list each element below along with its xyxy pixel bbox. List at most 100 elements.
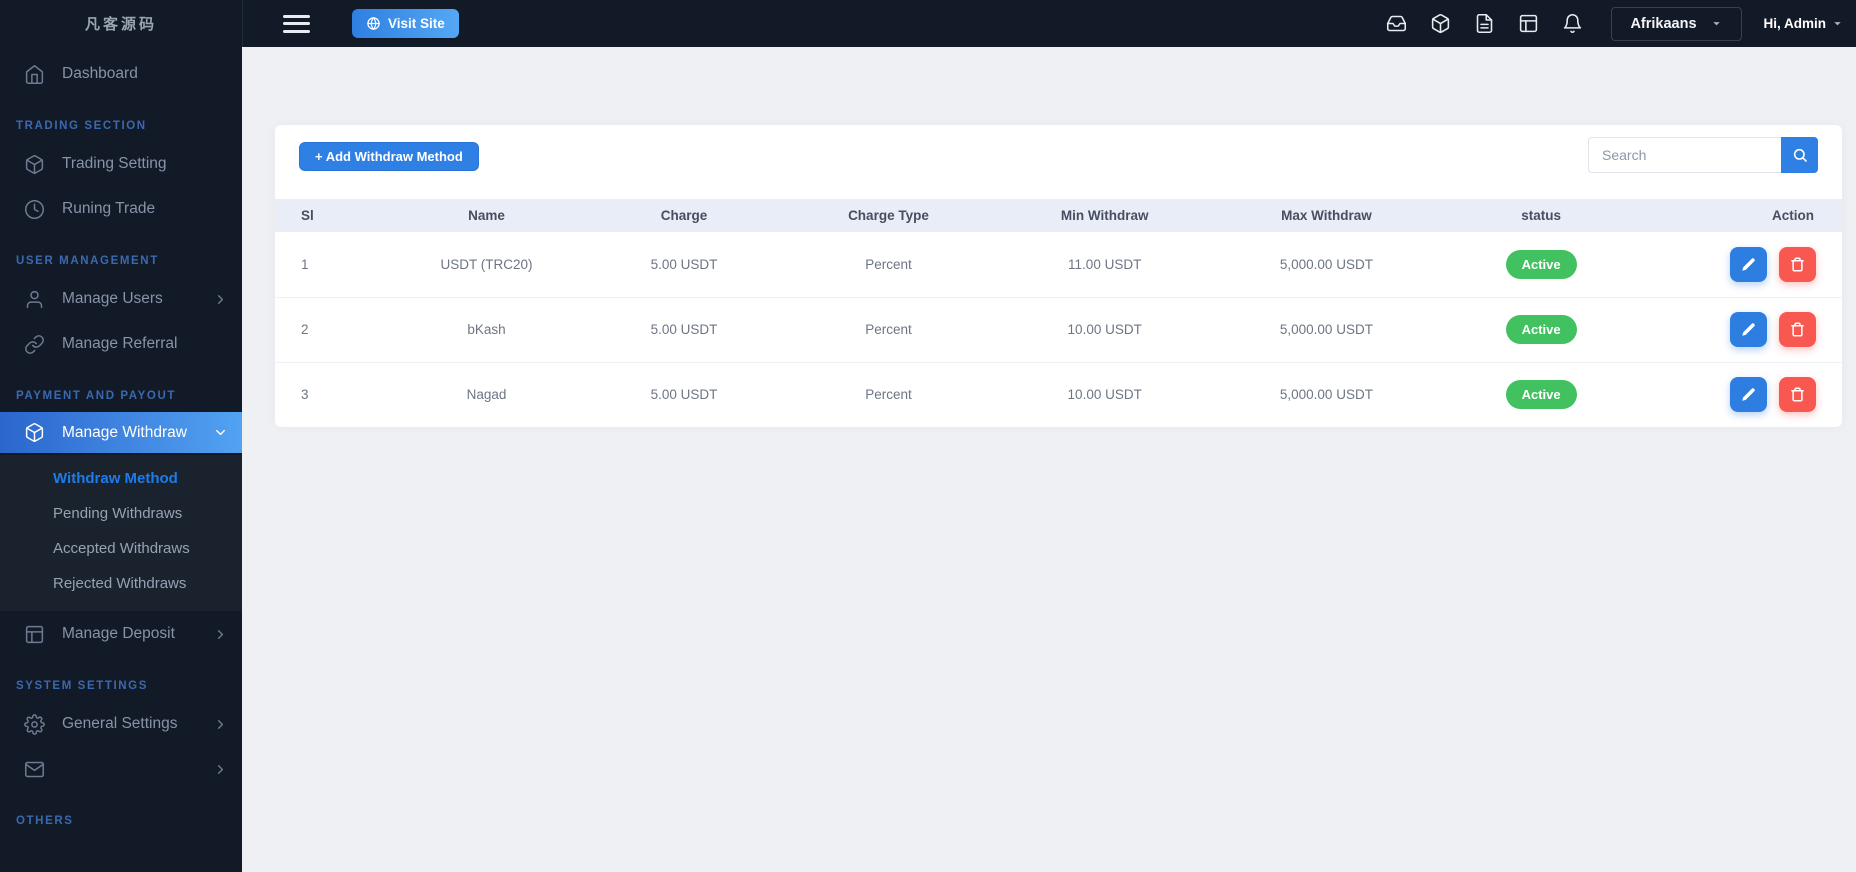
cell-charge-type: Percent [784, 296, 993, 362]
trash-icon [1790, 322, 1805, 337]
visit-site-label: Visit Site [388, 16, 445, 31]
col-header-action: Action [1646, 199, 1842, 232]
caret-down-icon [1832, 18, 1843, 29]
status-badge: Active [1505, 249, 1577, 279]
table-row: 2 bKash 5.00 USDT Percent 10.00 USDT 5,0… [275, 296, 1842, 362]
sidebar-item-label: Manage Deposit [62, 625, 175, 642]
sidebar-item-label: General Settings [62, 715, 178, 732]
cell-max-withdraw: 5,000.00 USDT [1216, 296, 1437, 362]
sidebar-item-runing-trade[interactable]: Runing Trade [0, 187, 242, 231]
sidebar-item-manage-deposit[interactable]: Manage Deposit [0, 612, 242, 656]
withdraw-methods-table: Sl Name Charge Charge Type Min Withdraw … [275, 199, 1842, 427]
pencil-icon [1741, 387, 1756, 402]
cell-status: Active [1436, 296, 1647, 362]
cell-charge: 5.00 USDT [583, 361, 785, 427]
add-withdraw-method-button[interactable]: + Add Withdraw Method [299, 142, 479, 171]
delete-button[interactable] [1779, 377, 1816, 413]
sidebar-item-manage-referral[interactable]: Manage Referral [0, 322, 242, 366]
sidebar: 凡客源码 Dashboard TRADING SECTION Trading S… [0, 0, 242, 872]
sidebar-item-email-manager[interactable] [0, 747, 242, 791]
sidebar-item-manage-users[interactable]: Manage Users [0, 277, 242, 321]
package-icon[interactable] [1430, 13, 1451, 34]
cell-sl: 1 [301, 256, 309, 272]
submenu-item-rejected-withdraws[interactable]: Rejected Withdraws [53, 575, 187, 592]
col-header-status: status [1436, 199, 1647, 232]
sidebar-item-label: Runing Trade [62, 200, 156, 217]
user-greeting: Hi, Admin [1763, 16, 1827, 31]
sidebar-item-general-settings[interactable]: General Settings [0, 702, 242, 746]
sidebar-section-system-settings: SYSTEM SETTINGS [16, 680, 148, 692]
cell-action [1646, 361, 1842, 427]
clock-icon [24, 199, 45, 220]
language-select[interactable]: Afrikaans [1610, 6, 1742, 41]
gear-icon [24, 713, 45, 735]
sidebar-section-user-management: USER MANAGEMENT [16, 255, 159, 267]
sidebar-item-dashboard[interactable]: Dashboard [0, 52, 242, 96]
sidebar-nav: Dashboard TRADING SECTION Trading Settin… [0, 47, 242, 832]
cell-charge: 5.00 USDT [583, 296, 785, 362]
chevron-right-icon [213, 717, 228, 732]
cell-status: Active [1436, 361, 1647, 427]
cell-min-withdraw: 10.00 USDT [992, 361, 1217, 427]
table-header-row: Sl Name Charge Charge Type Min Withdraw … [275, 199, 1842, 232]
main-content: + Add Withdraw Method Sl Name Charg [242, 47, 1856, 872]
grid-icon[interactable] [1518, 13, 1539, 34]
submenu-item-accepted-withdraws[interactable]: Accepted Withdraws [53, 540, 190, 557]
chevron-down-icon [213, 425, 228, 440]
withdraw-submenu: Withdraw Method Pending Withdraws Accept… [0, 455, 242, 611]
delete-button[interactable] [1779, 246, 1816, 282]
sidebar-section-trading: TRADING SECTION [16, 120, 147, 132]
cell-name: Nagad [389, 361, 584, 427]
cell-max-withdraw: 5,000.00 USDT [1216, 361, 1437, 427]
col-header-sl: Sl [275, 199, 390, 232]
sidebar-item-label: Manage Users [62, 290, 163, 307]
bell-icon[interactable] [1562, 13, 1583, 34]
cell-min-withdraw: 10.00 USDT [992, 296, 1217, 362]
delete-button[interactable] [1779, 312, 1816, 347]
status-badge: Active [1505, 315, 1577, 344]
document-icon[interactable] [1474, 13, 1495, 34]
table-row: 1 USDT (TRC20) 5.00 USDT Percent 11.00 U… [275, 232, 1842, 297]
app-logo[interactable]: 凡客源码 [84, 16, 157, 33]
top-header: Visit Site Afrikaans Hi, Admin [242, 0, 1856, 47]
col-header-max-withdraw: Max Withdraw [1216, 199, 1437, 232]
hamburger-menu-icon[interactable] [283, 14, 310, 33]
cell-sl: 3 [275, 361, 390, 427]
search-button[interactable] [1781, 137, 1818, 173]
inbox-icon[interactable] [1386, 13, 1407, 34]
visit-site-button[interactable]: Visit Site [352, 9, 459, 38]
pencil-icon [1741, 322, 1756, 337]
sidebar-item-label: Trading Setting [62, 155, 167, 172]
cell-action [1646, 296, 1842, 362]
cell-status: Active [1436, 232, 1646, 297]
topbar-actions: Afrikaans Hi, Admin [1363, 6, 1844, 41]
col-header-name: Name [389, 199, 584, 232]
trash-icon [1790, 257, 1805, 272]
table-row: 3 Nagad 5.00 USDT Percent 10.00 USDT 5,0… [275, 361, 1842, 427]
col-header-charge: Charge [583, 199, 785, 232]
chevron-right-icon [213, 762, 228, 777]
cell-charge: 5.00 USDT [650, 256, 718, 272]
search-input[interactable] [1588, 137, 1781, 173]
edit-button[interactable] [1730, 246, 1768, 282]
cell-min-withdraw: 11.00 USDT [1068, 256, 1142, 272]
link-icon [24, 334, 45, 355]
sidebar-item-manage-withdraw[interactable]: Manage Withdraw [0, 412, 242, 453]
cell-name: USDT (TRC20) [440, 256, 533, 272]
user-icon [24, 289, 45, 310]
sidebar-item-trading-setting[interactable]: Trading Setting [0, 142, 242, 186]
search-group [1588, 137, 1818, 173]
mail-icon [24, 759, 45, 780]
cell-name: bKash [389, 296, 584, 362]
submenu-item-pending-withdraws[interactable]: Pending Withdraws [53, 505, 183, 522]
sidebar-item-label: Manage Withdraw [62, 423, 187, 441]
cell-action [1646, 232, 1842, 297]
user-menu[interactable]: Hi, Admin [1764, 16, 1844, 31]
trash-icon [1790, 387, 1805, 402]
submenu-item-withdraw-method[interactable]: Withdraw Method [53, 470, 178, 487]
edit-button[interactable] [1730, 312, 1768, 347]
cell-sl: 2 [275, 296, 390, 362]
search-icon [1792, 147, 1808, 163]
cell-charge-type: Percent [865, 256, 912, 272]
edit-button[interactable] [1730, 377, 1768, 413]
